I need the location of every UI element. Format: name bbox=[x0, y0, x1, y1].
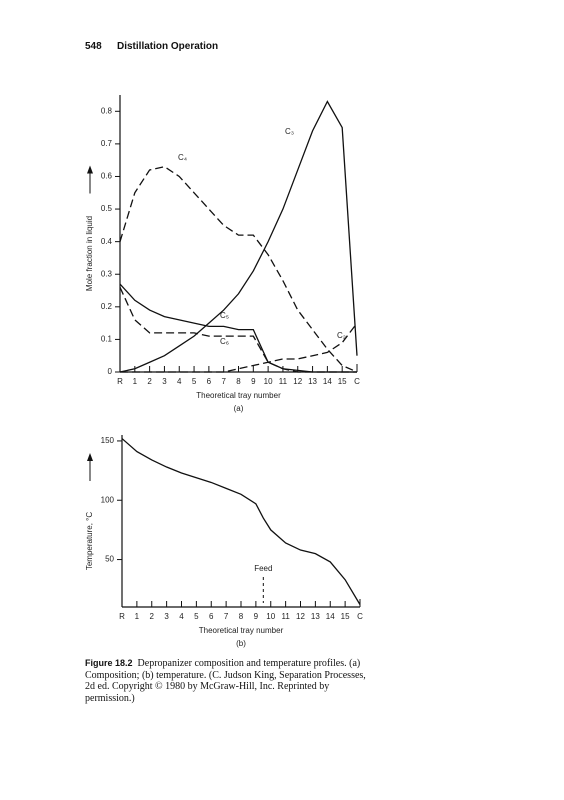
x-tick-label: 7 bbox=[224, 612, 229, 621]
x-tick-label: 9 bbox=[251, 377, 256, 386]
x-tick-label: 2 bbox=[150, 612, 155, 621]
x-tick-label: 1 bbox=[135, 612, 140, 621]
x-tick-label: 10 bbox=[266, 612, 275, 621]
series-line bbox=[119, 283, 357, 373]
section-title: Distillation Operation bbox=[117, 41, 219, 52]
x-tick-label: 12 bbox=[296, 612, 305, 621]
x-axis-label: Theoretical tray number bbox=[199, 626, 284, 635]
series-label: C₅ bbox=[220, 311, 229, 320]
x-tick-label: 4 bbox=[177, 377, 182, 386]
x-axis-label: Theoretical tray number bbox=[196, 391, 281, 400]
y-tick-label: 0 bbox=[108, 367, 113, 376]
series-line bbox=[119, 287, 357, 373]
x-tick-label: 14 bbox=[326, 612, 335, 621]
series-line bbox=[120, 322, 358, 373]
x-tick-label: 4 bbox=[179, 612, 184, 621]
series-label: C₃ bbox=[285, 127, 294, 136]
x-tick-label: 7 bbox=[221, 377, 226, 386]
x-tick-label: 3 bbox=[164, 612, 169, 621]
x-tick-label: 9 bbox=[254, 612, 259, 621]
annotation: Feed bbox=[254, 564, 272, 573]
x-tick-label: 6 bbox=[207, 377, 212, 386]
y-tick-label: 0.5 bbox=[101, 204, 113, 213]
y-tick-label: 0.1 bbox=[101, 335, 113, 344]
x-tick-label: 15 bbox=[341, 612, 350, 621]
x-tick-label: 11 bbox=[279, 377, 288, 386]
x-tick-label: 13 bbox=[308, 377, 317, 386]
panel-label: (b) bbox=[236, 639, 246, 648]
x-tick-label: 12 bbox=[293, 377, 302, 386]
page-number: 548 bbox=[85, 41, 102, 52]
x-tick-label: 8 bbox=[236, 377, 241, 386]
panel-label: (a) bbox=[234, 404, 244, 413]
x-tick-label: R bbox=[117, 377, 123, 386]
caption-label: Figure 18.2 bbox=[85, 658, 133, 668]
x-tick-label: 6 bbox=[209, 612, 214, 621]
x-tick-label: 5 bbox=[192, 377, 197, 386]
y-tick-label: 0.8 bbox=[101, 106, 113, 115]
y-axis-arrowhead bbox=[87, 453, 93, 461]
x-tick-label: 5 bbox=[194, 612, 199, 621]
y-tick-label: 50 bbox=[105, 555, 114, 564]
series-line bbox=[119, 166, 358, 373]
y-tick-label: 100 bbox=[101, 495, 115, 504]
series-label: C₆ bbox=[220, 337, 229, 346]
series-line bbox=[119, 100, 358, 373]
y-tick-label: 0.6 bbox=[101, 172, 113, 181]
series-label: C₂ bbox=[337, 331, 346, 340]
x-tick-label: 14 bbox=[323, 377, 332, 386]
x-tick-label: 3 bbox=[162, 377, 167, 386]
x-tick-label: 15 bbox=[338, 377, 347, 386]
x-tick-label: C bbox=[354, 377, 360, 386]
series-line bbox=[121, 438, 361, 605]
x-tick-label: 8 bbox=[239, 612, 244, 621]
x-tick-label: 13 bbox=[311, 612, 320, 621]
y-tick-label: 0.4 bbox=[101, 237, 113, 246]
y-tick-label: 0.3 bbox=[101, 269, 113, 278]
caption-text: Depropanizer composition and temperature… bbox=[85, 658, 366, 704]
y-tick-label: 0.7 bbox=[101, 139, 113, 148]
x-tick-label: 11 bbox=[281, 612, 290, 621]
y-axis-label: Mole fraction in liquid bbox=[85, 216, 94, 291]
x-tick-label: 10 bbox=[264, 377, 273, 386]
series-label: C₄ bbox=[178, 153, 187, 162]
x-tick-label: 2 bbox=[147, 377, 152, 386]
y-tick-label: 0.2 bbox=[101, 302, 113, 311]
caption: Figure 18.2 Depropanizer composition and… bbox=[85, 658, 375, 704]
x-tick-label: R bbox=[119, 612, 125, 621]
x-tick-label: 1 bbox=[133, 377, 138, 386]
y-axis-arrowhead bbox=[87, 165, 93, 174]
y-axis-label: Temperature, °C bbox=[85, 512, 94, 571]
y-tick-label: 150 bbox=[101, 436, 115, 445]
x-tick-label: C bbox=[357, 612, 363, 621]
